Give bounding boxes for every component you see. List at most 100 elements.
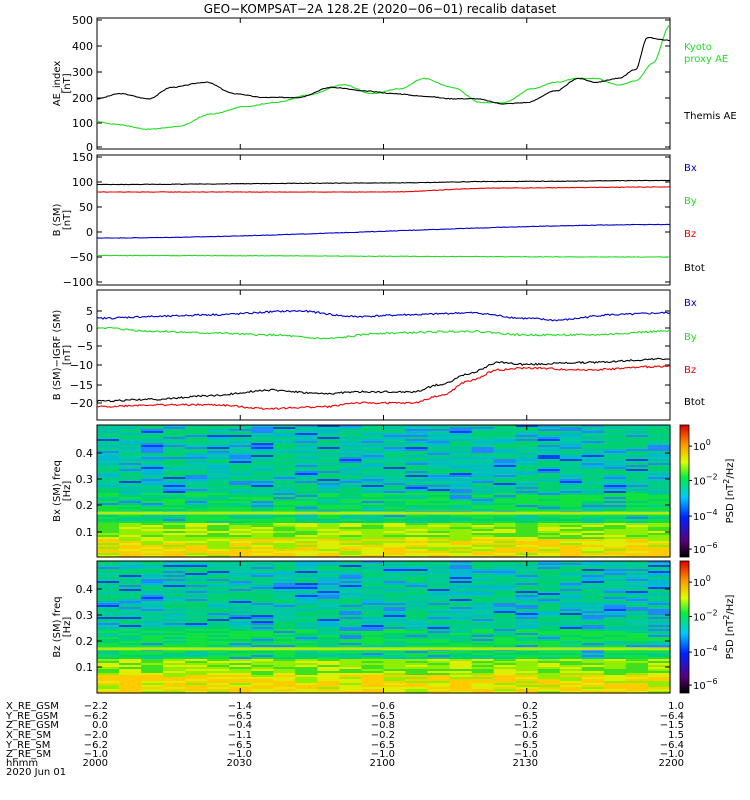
heatmap-cell [471, 527, 495, 530]
heatmap-cell [449, 487, 473, 490]
heatmap-cell [559, 637, 583, 640]
heatmap-cell [383, 673, 407, 676]
heatmap-cell [339, 467, 362, 470]
heatmap-cell [339, 445, 362, 448]
heatmap-cell [537, 491, 561, 494]
heatmap-cell [383, 439, 407, 442]
heatmap-cell [317, 581, 340, 584]
heatmap-cell [648, 473, 671, 476]
heatmap-cell [163, 597, 186, 600]
heatmap-cell [449, 443, 473, 446]
heatmap-cell [119, 631, 142, 634]
heatmap-cell [449, 489, 473, 492]
heatmap-cell [119, 523, 142, 526]
heatmap-cell [493, 581, 517, 584]
heatmap-cell [603, 689, 627, 692]
heatmap-cell [625, 481, 649, 484]
heatmap-cell [163, 583, 186, 586]
series-line-btot [96, 357, 670, 403]
heatmap-cell [559, 655, 583, 658]
heatmap-cell [625, 629, 649, 632]
heatmap-cell [625, 483, 649, 486]
heatmap-cell [163, 497, 186, 500]
heatmap-cell [471, 549, 495, 552]
heatmap-cell [119, 535, 142, 538]
heatmap-cell [207, 497, 230, 500]
heatmap-cell [119, 547, 142, 550]
heatmap-cell [119, 443, 142, 446]
ephemeris-value: 2200 [659, 758, 684, 769]
heatmap-cell [185, 545, 208, 548]
heatmap-cell [163, 657, 186, 660]
heatmap-cell [383, 607, 407, 610]
heatmap-cell [361, 501, 385, 504]
heatmap-cell [251, 651, 274, 654]
heatmap-cell [515, 449, 539, 452]
heatmap-cell [603, 603, 627, 606]
heatmap-cell [581, 623, 605, 626]
heatmap-cell [559, 579, 583, 582]
heatmap-cell [515, 619, 539, 622]
ephemeris-value: −6.4 [660, 711, 684, 722]
heatmap-cell [648, 611, 671, 614]
heatmap-cell [317, 451, 340, 454]
heatmap-cell [361, 657, 385, 660]
heatmap-cell [119, 485, 142, 488]
heatmap-cell [471, 445, 495, 448]
heatmap-cell [317, 485, 340, 488]
heatmap-cell [537, 575, 561, 578]
heatmap-cell [537, 455, 561, 458]
heatmap-cell [537, 617, 561, 620]
heatmap-cell [405, 543, 429, 546]
heatmap-cell [648, 433, 671, 436]
y-tick-label: 0.1 [76, 661, 94, 674]
heatmap-cell [515, 681, 539, 684]
heatmap-cell [251, 567, 274, 570]
heatmap-cell [471, 587, 495, 590]
heatmap-cell [97, 611, 120, 614]
heatmap-cell [141, 665, 164, 668]
heatmap-cell [295, 659, 318, 662]
heatmap-cell [295, 661, 318, 664]
heatmap-cell [648, 487, 671, 490]
heatmap-cell [163, 477, 186, 480]
heatmap-cell [207, 667, 230, 670]
heatmap-cell [537, 475, 561, 478]
heatmap-cell [493, 609, 517, 612]
heatmap-cell [97, 565, 120, 568]
heatmap-cell [97, 589, 120, 592]
heatmap-cell [427, 631, 451, 634]
heatmap-cell [427, 521, 451, 524]
ephemeris-value: −0.4 [228, 720, 252, 731]
heatmap-cell [273, 493, 296, 496]
heatmap-cell [229, 541, 252, 544]
heatmap-cell [559, 551, 583, 554]
heatmap-cell [405, 657, 429, 660]
heatmap-cell [383, 603, 407, 606]
heatmap-cell [207, 589, 230, 592]
heatmap-cell [141, 439, 164, 442]
heatmap-cell [537, 463, 561, 466]
y-tick-label: 100 [72, 117, 93, 130]
heatmap-cell [273, 505, 296, 508]
heatmap-cell [603, 597, 627, 600]
heatmap-cell [427, 463, 451, 466]
heatmap-cell [163, 575, 186, 578]
heatmap-cell [581, 659, 605, 662]
heatmap-cell [648, 499, 671, 502]
heatmap-cell [97, 521, 120, 524]
heatmap-cell [559, 561, 583, 564]
heatmap-cell [317, 691, 340, 694]
heatmap-cell [97, 633, 120, 636]
heatmap-cell [405, 577, 429, 580]
heatmap-cell [207, 577, 230, 580]
heatmap-cell [427, 645, 451, 648]
heatmap-cell [449, 671, 473, 674]
heatmap-cell [119, 607, 142, 610]
heatmap-cell [163, 629, 186, 632]
ephemeris-value: −6.5 [514, 740, 538, 751]
heatmap-cell [625, 425, 649, 428]
series-line-btot [96, 179, 671, 186]
heatmap-cell [405, 435, 429, 438]
heatmap-cell [97, 631, 120, 634]
